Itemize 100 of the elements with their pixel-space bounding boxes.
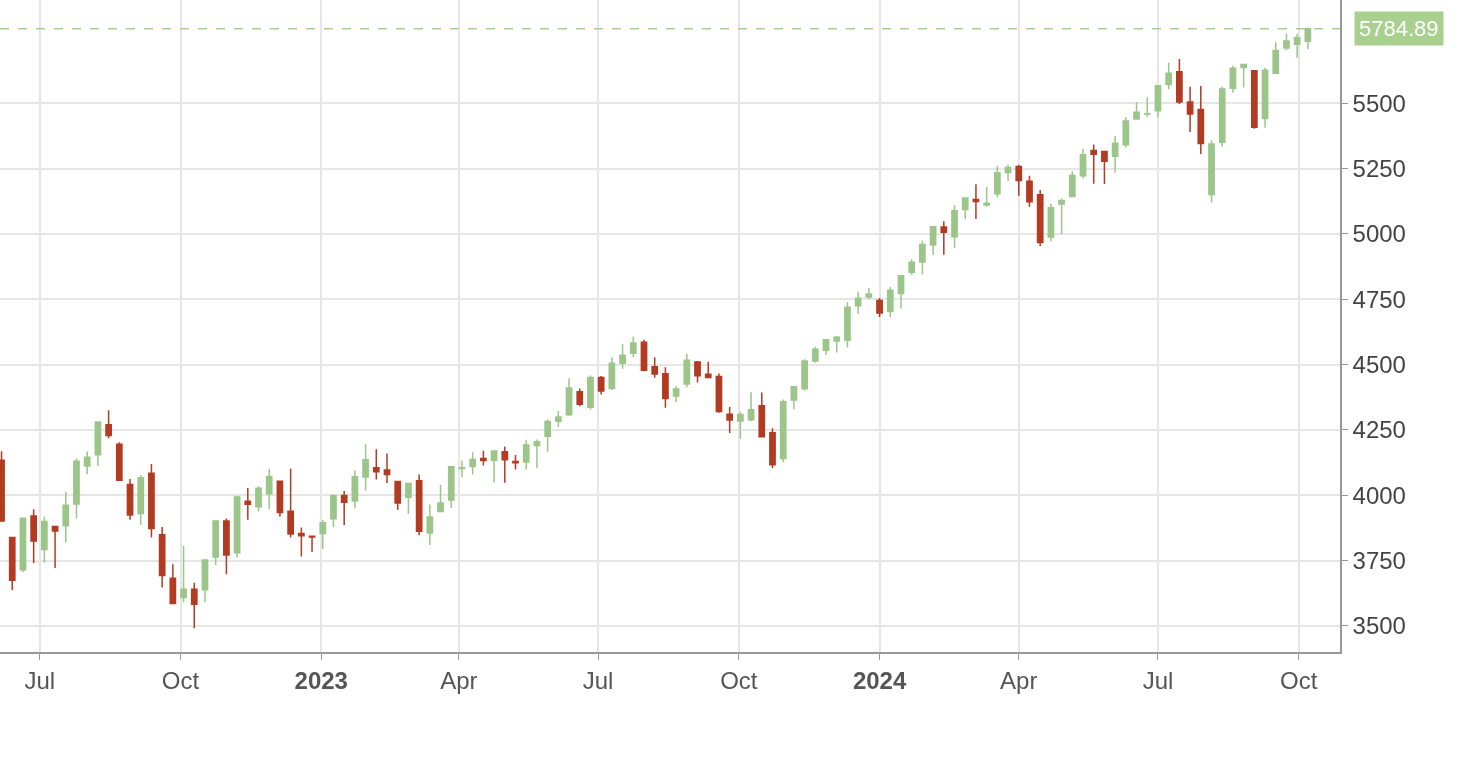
candlestick	[1186, 86, 1194, 133]
candlestick	[480, 450, 487, 467]
candlestick	[854, 290, 862, 315]
candlestick	[40, 515, 48, 564]
candlestick	[405, 481, 412, 515]
x-tick-label: Oct	[1280, 666, 1318, 694]
candlestick	[1047, 203, 1055, 243]
candlestick	[340, 490, 348, 526]
candlestick	[790, 385, 798, 410]
y-tick-label: 3750	[1352, 546, 1406, 574]
candlestick	[458, 459, 466, 478]
candlestick	[244, 487, 252, 521]
x-tick-label: Apr	[440, 666, 478, 694]
candlestick	[1293, 33, 1301, 59]
x-tick-label: 2024	[852, 666, 907, 694]
candlestick	[1058, 197, 1065, 235]
candlestick	[1283, 32, 1290, 51]
candlestick	[126, 478, 134, 521]
candlestick	[501, 445, 509, 484]
candlestick	[169, 563, 177, 605]
candlestick	[1101, 150, 1108, 185]
candlestick	[587, 374, 594, 411]
candlestick	[415, 473, 423, 536]
candlestick	[554, 410, 562, 428]
x-tick-label: Oct	[161, 666, 200, 694]
y-tick-label: 4750	[1352, 285, 1406, 313]
candlestick	[544, 418, 551, 453]
candlestick	[683, 353, 691, 389]
y-tick-label: 5000	[1352, 220, 1406, 248]
candlestick	[148, 463, 155, 539]
candlestick	[1176, 58, 1183, 105]
candlestick	[940, 220, 948, 256]
candlestick	[983, 186, 991, 208]
candlestick	[961, 196, 969, 220]
y-tick-label: 4500	[1352, 350, 1406, 378]
candlestick	[779, 398, 787, 463]
candlestick	[1143, 96, 1151, 118]
candlestick	[704, 360, 712, 379]
candlestick	[1154, 84, 1162, 119]
x-tick-label: Apr	[1000, 666, 1038, 694]
candlestick	[469, 451, 477, 476]
candlestick	[608, 356, 616, 391]
candlestick	[255, 485, 262, 513]
candlestick	[137, 474, 145, 526]
candlestick	[865, 287, 873, 300]
candlestick	[94, 421, 102, 467]
ref-line-label: 5784.89	[1359, 16, 1439, 41]
candlestick	[897, 274, 905, 310]
candlestick	[1208, 139, 1215, 204]
candlestick	[929, 225, 937, 256]
candlestick	[362, 443, 369, 492]
candlestick	[1240, 63, 1247, 89]
x-tick-label: Oct	[720, 666, 758, 694]
candlestick	[308, 534, 316, 553]
candlestick	[1197, 85, 1205, 155]
candlestick	[212, 519, 220, 566]
candlestick	[951, 204, 958, 249]
candlestick	[1261, 66, 1269, 129]
candlestick	[158, 526, 166, 589]
candlestick	[769, 427, 776, 469]
candlestick	[662, 366, 669, 409]
candlestick	[201, 559, 209, 604]
candlestick	[73, 457, 80, 520]
candlestick	[619, 343, 626, 370]
candlestick	[426, 503, 434, 546]
candlestick	[597, 375, 605, 396]
candlestick	[115, 441, 123, 482]
candlestick	[1229, 65, 1237, 94]
candlestick	[758, 391, 766, 438]
x-tick-label: Jul	[1142, 666, 1174, 694]
candlestick	[908, 258, 916, 276]
candlestick	[1122, 116, 1130, 149]
y-tick-label: 4000	[1352, 481, 1406, 509]
candlestick	[372, 448, 380, 481]
candlestick	[1218, 86, 1226, 148]
candlestick	[437, 484, 444, 513]
candlestick	[1250, 69, 1258, 130]
candlestick	[629, 335, 637, 358]
candlestick	[736, 411, 744, 440]
candlestick	[1068, 170, 1076, 198]
candlestick	[1304, 26, 1312, 50]
candlestick	[726, 406, 734, 434]
candlestick	[651, 356, 659, 379]
candlestick	[801, 358, 808, 392]
candlestick	[1272, 41, 1280, 75]
candlestick	[62, 491, 70, 544]
candlestick	[1079, 147, 1087, 180]
candlestick	[694, 360, 701, 384]
candlestick	[8, 536, 16, 591]
candlestick	[190, 582, 198, 629]
candlestick	[383, 452, 391, 484]
candlestick	[1004, 163, 1012, 182]
y-tick-label: 5500	[1352, 89, 1406, 117]
candlestick	[876, 297, 883, 318]
candlestick	[1133, 101, 1140, 120]
candlestick	[972, 183, 980, 220]
candlestick	[522, 439, 530, 471]
candlestick	[1015, 164, 1023, 197]
candlestick	[672, 385, 680, 403]
candlestick	[394, 480, 402, 511]
